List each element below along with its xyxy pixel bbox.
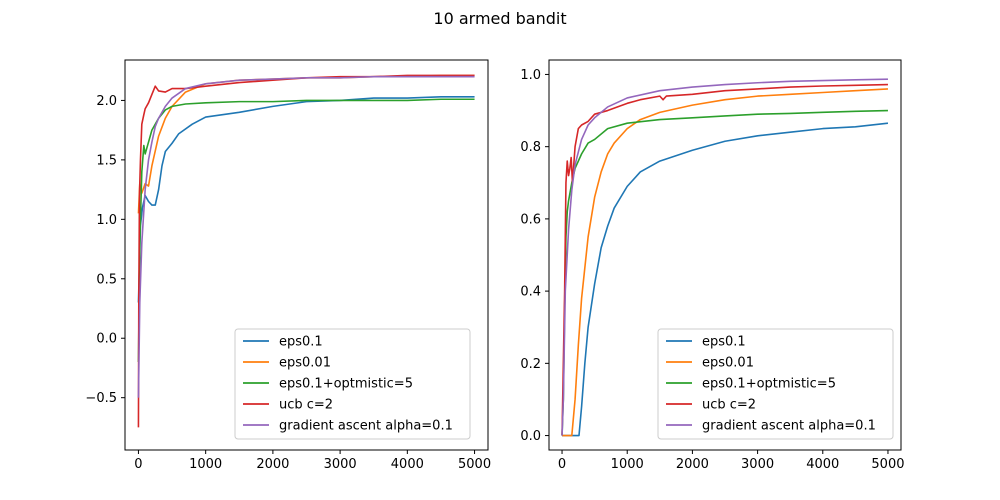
axes-frame — [548, 59, 902, 451]
y-tick-label: 0.5 — [96, 272, 117, 287]
y-tick-label: 1.0 — [520, 68, 541, 83]
y-tick-label: 0.2 — [520, 357, 541, 372]
x-tick-label: 1000 — [611, 457, 644, 472]
legend-label: eps0.01 — [702, 356, 754, 371]
series-line-ucb-c-2 — [561, 83, 888, 436]
y-tick-label: 0.0 — [96, 332, 117, 347]
figure-title: 10 armed bandit — [433, 9, 566, 28]
y-tick-label: 1.0 — [96, 213, 117, 228]
left-plot: 0 1000 2000 3000 4000 5000 −0.5 0.0 0.5 1.0 1.5 2.0… — [85, 59, 491, 472]
legend-box — [234, 328, 471, 440]
right-plot: 0 1000 2000 3000 4000 5000 0.0 0.2 0.4 0.6 0.8 1.0 e… — [520, 59, 905, 472]
series-line-eps0-1-optmistic-5 — [561, 109, 888, 436]
y-tick-label: 0.0 — [520, 429, 541, 444]
legend: eps0.1 eps0.01 eps0.1+optmistic=5 ucb c=2 gr… — [234, 328, 471, 440]
x-tick-label: 0 — [134, 457, 142, 472]
x-tick-label: 3000 — [741, 457, 774, 472]
series-line-eps0-01 — [562, 88, 889, 437]
x-tick-label: 5000 — [458, 457, 491, 472]
legend-box — [657, 328, 894, 440]
legend-label: ucb c=2 — [702, 398, 756, 413]
y-tick-label: 0.8 — [520, 140, 541, 155]
legend: eps0.1 eps0.01 eps0.1+optmistic=5 ucb c=2 gr… — [657, 328, 894, 440]
y-tick-label: 2.0 — [96, 94, 117, 109]
legend-label: eps0.1 — [702, 335, 746, 350]
series-line-eps0-1 — [562, 122, 889, 437]
series-line-gradient-ascent-alpha-0-1 — [561, 78, 888, 436]
legend-label: eps0.01 — [279, 356, 331, 371]
x-tick-label: 2000 — [256, 457, 289, 472]
x-tick-label: 5000 — [871, 457, 904, 472]
axes-frame — [124, 59, 489, 451]
x-tick-label: 1000 — [189, 457, 222, 472]
legend-label: eps0.1+optmistic=5 — [702, 377, 836, 392]
x-tick-label: 2000 — [676, 457, 709, 472]
legend-label: eps0.1+optmistic=5 — [279, 377, 413, 392]
legend-label: ucb c=2 — [279, 398, 333, 413]
x-tick-label: 4000 — [806, 457, 839, 472]
y-tick-label: 0.4 — [520, 285, 541, 300]
legend-label: eps0.1 — [279, 335, 323, 350]
series-line-eps0-1 — [137, 96, 475, 303]
legend-label: gradient ascent alpha=0.1 — [279, 419, 453, 434]
y-tick-label: 1.5 — [96, 153, 117, 168]
series-line-gradient-ascent-alpha-0-1 — [137, 75, 475, 398]
x-tick-label: 0 — [558, 457, 566, 472]
y-tick-label: −0.5 — [85, 391, 117, 406]
legend-label: gradient ascent alpha=0.1 — [702, 419, 876, 434]
x-tick-label: 4000 — [391, 457, 424, 472]
series-line-eps0-1-optmistic-5 — [137, 98, 475, 363]
y-tick-label: 0.6 — [520, 212, 541, 227]
x-tick-label: 3000 — [324, 457, 357, 472]
